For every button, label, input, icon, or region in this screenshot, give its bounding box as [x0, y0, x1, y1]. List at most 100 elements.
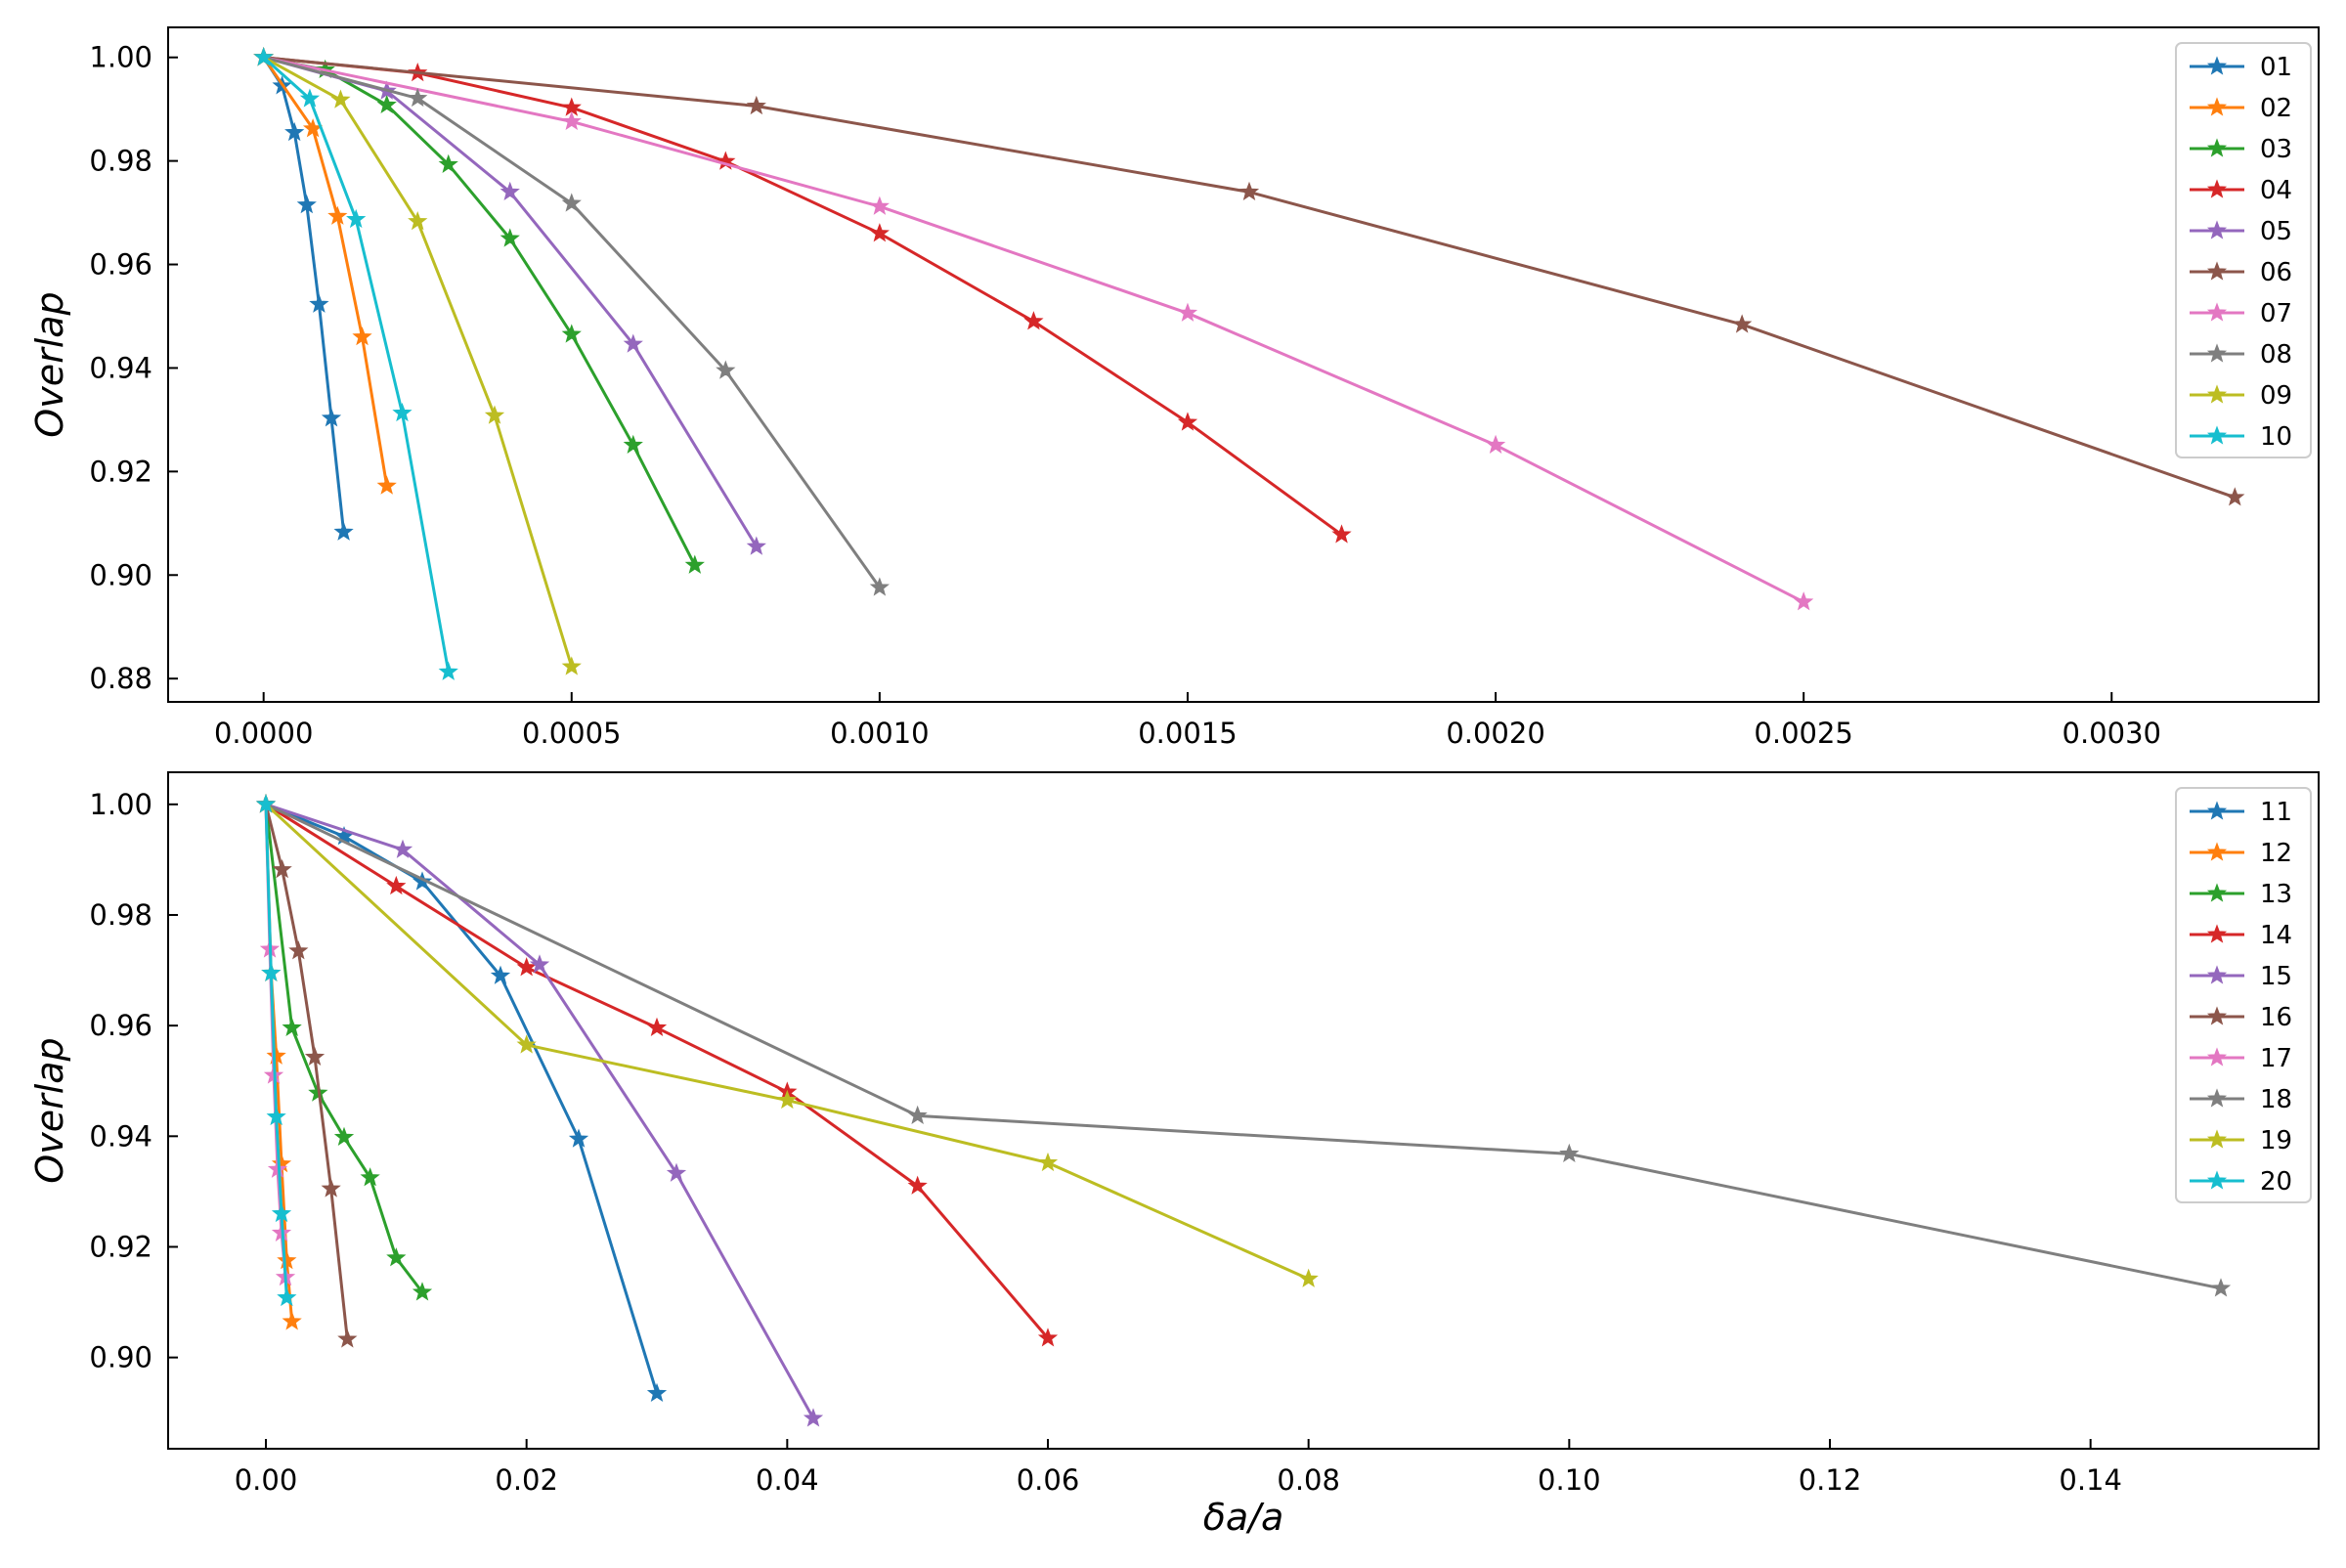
data-point-02-3 — [327, 205, 348, 225]
legend-item-16: 16 — [2190, 1003, 2292, 1032]
series-05 — [253, 47, 766, 555]
data-point-04-7 — [1177, 412, 1198, 431]
legend-label-05: 05 — [2260, 217, 2292, 246]
series-10 — [253, 47, 458, 680]
legend-item-06: 06 — [2190, 258, 2292, 287]
legend-label-14: 14 — [2260, 921, 2292, 950]
data-point-03-8 — [684, 554, 705, 574]
data-point-18-2 — [907, 1105, 928, 1124]
series-line-08 — [263, 56, 882, 588]
series-line-18 — [265, 803, 2222, 1290]
legend-marker-19 — [2206, 1129, 2228, 1149]
y-tick-label: 0.94 — [89, 351, 152, 384]
legend-marker-14 — [2206, 924, 2228, 943]
legend-item-01: 01 — [2190, 53, 2292, 82]
y-tick-label: 0.90 — [89, 558, 152, 591]
x-axis-label: δa/a — [1203, 1496, 1284, 1539]
data-point-12-5 — [277, 1249, 297, 1270]
series-04 — [253, 47, 1352, 544]
legend-label-03: 03 — [2260, 135, 2292, 164]
y-tick-label: 1.00 — [89, 41, 152, 74]
series-line-11 — [265, 803, 659, 1394]
legend-label-15: 15 — [2260, 962, 2292, 991]
data-point-13-5 — [360, 1167, 380, 1187]
series-01 — [253, 47, 354, 541]
legend-item-15: 15 — [2190, 962, 2292, 991]
data-point-16-2 — [272, 858, 292, 879]
legend-marker-16 — [2206, 1006, 2228, 1025]
data-point-20-2 — [261, 962, 282, 982]
data-point-11-6 — [646, 1382, 668, 1403]
x-tick-label: 0.14 — [2059, 1463, 2122, 1497]
y-tick-label: 1.00 — [89, 788, 152, 821]
data-point-07-2 — [561, 110, 582, 130]
data-point-10-3 — [346, 208, 367, 229]
series-09 — [253, 47, 582, 675]
data-point-20-1 — [255, 794, 277, 813]
series-line-09 — [262, 56, 574, 668]
y-tick-label: 0.96 — [89, 1009, 152, 1042]
x-tick-label: 0.04 — [756, 1463, 819, 1497]
data-point-05-5 — [746, 536, 766, 555]
data-point-03-3 — [376, 94, 397, 114]
legend-marker-02 — [2206, 97, 2228, 116]
data-point-03-4 — [438, 153, 458, 173]
series-02 — [253, 47, 397, 495]
data-point-16-3 — [288, 940, 309, 960]
data-point-20-4 — [271, 1202, 292, 1223]
data-point-14-6 — [907, 1175, 928, 1195]
data-point-20-5 — [277, 1286, 297, 1307]
x-tick-label: 0.0005 — [522, 717, 621, 750]
legend-item-05: 05 — [2190, 217, 2292, 246]
legend-item-11: 11 — [2190, 798, 2292, 827]
data-point-06-5 — [2225, 487, 2245, 506]
series-14 — [255, 794, 1059, 1347]
legend-item-02: 02 — [2190, 94, 2292, 123]
legend-label-01: 01 — [2260, 53, 2292, 82]
legend-marker-04 — [2206, 179, 2228, 198]
x-tick-label: 0.0015 — [1138, 717, 1237, 750]
legend-item-19: 19 — [2190, 1126, 2292, 1155]
x-tick-label: 0.0010 — [830, 717, 929, 750]
data-point-09-5 — [561, 656, 582, 675]
legend-marker-03 — [2206, 138, 2228, 157]
data-point-06-2 — [746, 95, 766, 115]
data-point-19-3 — [777, 1089, 798, 1110]
data-point-04-6 — [1023, 311, 1044, 330]
data-point-07-6 — [1794, 591, 1814, 611]
data-point-09-2 — [330, 89, 351, 109]
legend-label-20: 20 — [2260, 1167, 2292, 1197]
legend-marker-12 — [2206, 842, 2228, 861]
x-tick-label: 0.12 — [1799, 1463, 1862, 1497]
data-point-12-3 — [266, 1045, 286, 1065]
panel-1: 0.0000 0.0005 0.0010 0.0015 0.0020 0.0025 0.00… — [28, 26, 2320, 750]
legend-marker-07 — [2206, 302, 2228, 322]
legend-label-11: 11 — [2260, 798, 2292, 827]
y-tick-label: 0.88 — [89, 662, 152, 695]
data-point-07-3 — [869, 196, 890, 215]
series-line-12 — [264, 804, 294, 1322]
data-point-01-5 — [309, 293, 329, 313]
series-line-06 — [263, 56, 2236, 500]
data-point-16-4 — [304, 1046, 326, 1067]
data-point-02-4 — [352, 327, 372, 346]
data-point-15-3 — [529, 954, 550, 974]
y-axis-label: Overlap — [28, 1037, 71, 1183]
legend-label-17: 17 — [2260, 1044, 2292, 1073]
data-point-09-4 — [484, 405, 505, 424]
panel-2: 0.00 0.02 0.04 0.06 0.08 0.10 0.12 0.14 0.90 0.92… — [28, 771, 2320, 1539]
series-18 — [255, 794, 2232, 1297]
y-tick-label: 0.92 — [89, 1230, 152, 1263]
legend-label-02: 02 — [2260, 94, 2292, 123]
legend-marker-06 — [2206, 261, 2228, 281]
legend-marker-09 — [2206, 384, 2228, 404]
data-point-07-4 — [1177, 302, 1198, 322]
data-point-07-5 — [1485, 434, 1506, 454]
legend-marker-11 — [2206, 801, 2228, 820]
legend-label-19: 19 — [2260, 1126, 2292, 1155]
series-line-03 — [263, 56, 697, 566]
data-point-11-4 — [490, 965, 511, 984]
data-point-01-3 — [284, 121, 305, 142]
